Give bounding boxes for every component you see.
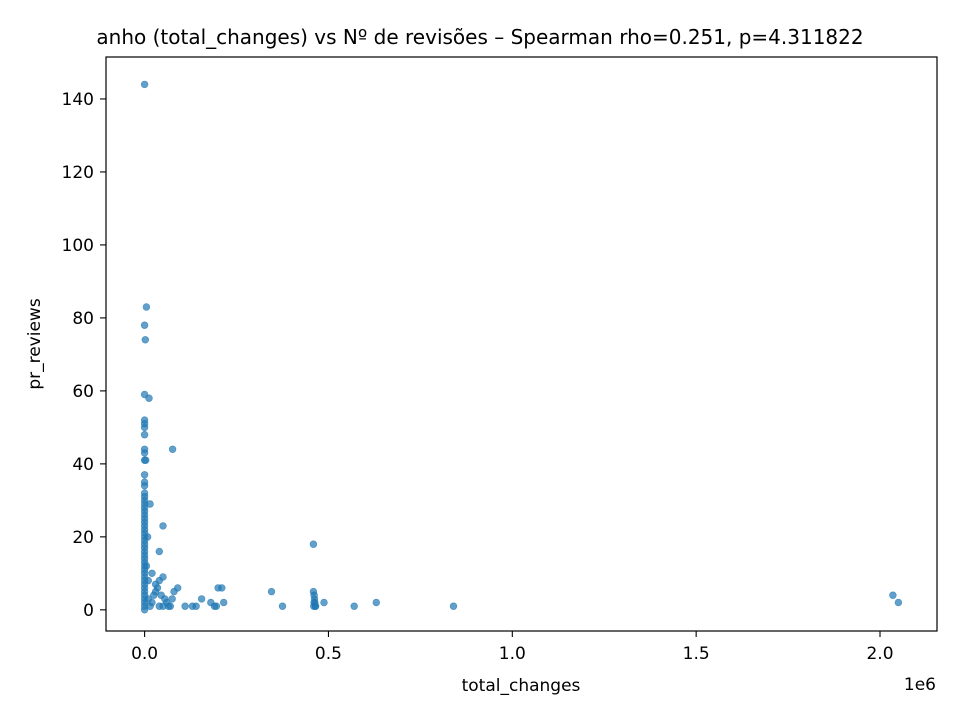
y-tick-label: 20 <box>72 528 94 548</box>
y-tick-label: 40 <box>72 455 94 475</box>
scatter-point <box>148 569 156 577</box>
y-tick-label: 0 <box>83 601 94 621</box>
scatter-point <box>894 598 903 607</box>
chart-title: anho (total_changes) vs Nº de revisões –… <box>96 25 863 49</box>
x-axis-label: total_changes <box>462 676 581 696</box>
scatter-point <box>140 606 149 614</box>
scatter-point <box>267 587 276 596</box>
x-tick-label: 1.0 <box>499 644 526 664</box>
y-tick-label: 120 <box>62 163 94 183</box>
y-axis-label: pr_reviews <box>25 298 45 390</box>
scatter-point <box>146 500 154 508</box>
scatter-point <box>151 587 160 596</box>
scatter-point <box>159 602 167 610</box>
scatter-point <box>174 584 182 592</box>
scatter-point <box>142 456 150 464</box>
x-axis-offset-label: 1e6 <box>904 675 936 695</box>
scatter-point <box>311 602 320 610</box>
scatter-point <box>889 591 897 599</box>
scatter-point <box>155 576 164 585</box>
scatter-point <box>192 602 200 610</box>
points-layer <box>140 80 903 614</box>
scatter-point <box>212 602 221 610</box>
y-tick-label: 80 <box>72 309 94 329</box>
scatter-point <box>218 584 226 592</box>
scatter-point <box>320 598 328 607</box>
scatter-point <box>372 598 380 607</box>
y-tick-label: 60 <box>72 382 94 402</box>
scatter-point <box>449 602 458 610</box>
scatter-point <box>144 595 153 603</box>
scatter-point <box>140 423 149 432</box>
scatter-point <box>159 522 167 530</box>
y-tick-label: 140 <box>62 90 94 110</box>
scatter-point <box>140 80 149 89</box>
x-tick-label: 2.0 <box>866 644 893 664</box>
scatter-point <box>145 394 153 402</box>
x-tick-label: 1.5 <box>683 644 710 664</box>
scatter-point <box>141 336 150 344</box>
scatter-point <box>181 602 189 610</box>
scatter-point <box>140 431 149 439</box>
x-axis: 0.0 0.5 1.0 1.5 2.0 <box>131 631 894 664</box>
y-tick-label: 100 <box>62 236 94 256</box>
y-axis: 0 20 40 60 80 100 120 140 <box>62 90 106 621</box>
scatter-point <box>168 595 176 603</box>
scatter-point <box>220 598 228 607</box>
scatter-point <box>140 471 149 479</box>
scatter-point <box>168 445 177 453</box>
scatter-point <box>140 449 149 457</box>
scatter-point <box>146 602 154 610</box>
scatter-point <box>278 602 287 610</box>
scatter-point <box>140 482 149 490</box>
scatter-point <box>197 595 206 603</box>
x-tick-label: 0.0 <box>131 644 158 664</box>
scatter-point <box>142 303 151 311</box>
plot-area-frame <box>105 56 938 632</box>
scatter-point <box>309 540 318 548</box>
scatter-point <box>155 547 164 556</box>
x-tick-label: 0.5 <box>315 644 342 664</box>
scatter-point <box>350 602 358 610</box>
scatter-point <box>140 321 149 329</box>
